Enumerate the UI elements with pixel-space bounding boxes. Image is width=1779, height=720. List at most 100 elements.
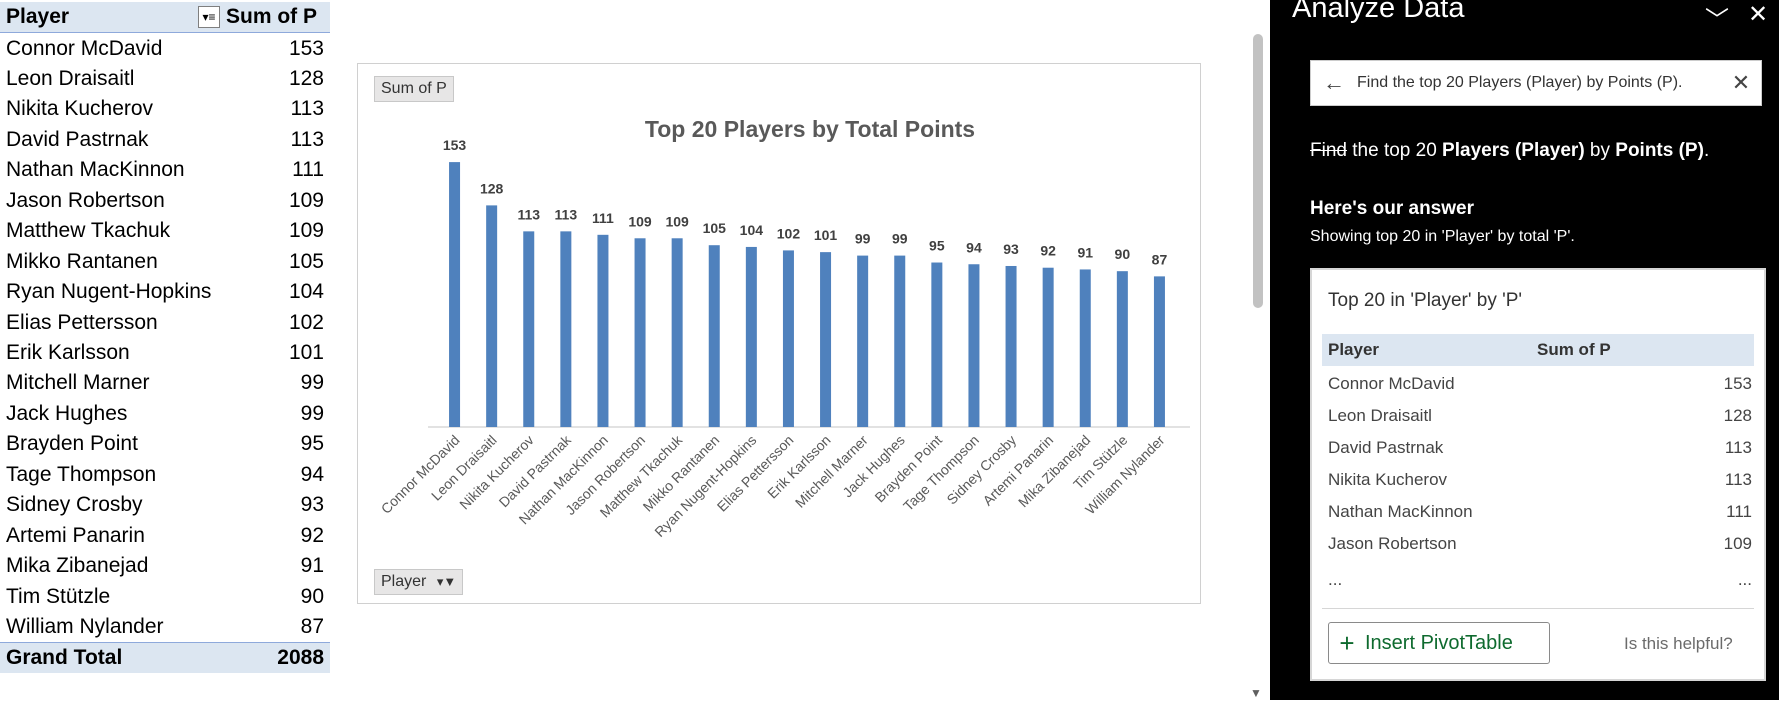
card-table-row: David Pastrnak 113 [1322, 432, 1754, 464]
pivot-row-value[interactable]: 101 [288, 341, 324, 364]
pivot-row-player[interactable]: David Pastrnak [6, 127, 149, 151]
pivot-row-value[interactable]: 87 [300, 615, 324, 639]
is-this-helpful-link[interactable]: Is this helpful? [1624, 634, 1733, 653]
pivot-row-value[interactable]: 92 [300, 523, 324, 547]
chart-bar [1116, 271, 1128, 427]
clear-icon[interactable]: ✕ [1731, 70, 1751, 95]
back-arrow-icon[interactable]: ← [1323, 70, 1345, 95]
pivot-row-player[interactable]: Artemi Panarin [6, 523, 145, 547]
pivot-row-value[interactable]: 94 [300, 462, 324, 486]
pivot-row-value[interactable]: 91 [300, 554, 324, 578]
pivot-row-player[interactable]: Elias Pettersson [6, 310, 158, 334]
pivot-row: Erik Karlsson 101 [0, 338, 330, 369]
vertical-scrollbar[interactable]: ▼ [1245, 0, 1270, 700]
card-col-player: Player [1328, 340, 1380, 359]
analyze-data-pane: Analyze Data ﹀ ✕ ← Find the top 20 Playe… [1270, 0, 1779, 700]
pivot-row-value[interactable]: 90 [300, 584, 324, 608]
pivot-row-value[interactable]: 93 [300, 493, 324, 517]
pivot-table: Player ▾≡ Sum of P Connor McDavid 153 Leon… [0, 0, 330, 700]
pivot-row-player[interactable]: Jason Robertson [6, 188, 165, 212]
pivot-row-player[interactable]: Nikita Kucherov [6, 97, 154, 121]
pivot-header-player[interactable]: Player [6, 5, 70, 28]
scrollbar-thumb[interactable] [1253, 34, 1263, 308]
pivot-row-value[interactable]: 109 [288, 188, 324, 212]
bar-data-label: 128 [480, 180, 504, 196]
plus-icon: + [1339, 627, 1355, 658]
card-table-row: Nathan MacKinnon 111 [1322, 496, 1754, 528]
bar-data-label: 87 [1152, 251, 1168, 267]
pivot-row-player[interactable]: Tim Stützle [6, 584, 111, 608]
chart-bar [931, 262, 943, 427]
pivot-row-player[interactable]: Connor McDavid [6, 36, 163, 60]
pivot-row-player[interactable]: Jack Hughes [6, 401, 128, 425]
pivot-row-value[interactable]: 113 [290, 127, 324, 151]
pivot-row-value[interactable]: 109 [288, 219, 324, 243]
chart-bar [671, 238, 683, 427]
card-divider [1322, 608, 1754, 609]
pivot-row-value[interactable]: 153 [288, 36, 324, 60]
sum-field-button[interactable]: Sum of P [374, 76, 454, 102]
pivot-row-player[interactable]: Mika Zibanejad [6, 554, 149, 578]
ellipsis-right: ... [1737, 570, 1752, 589]
pivot-row-player[interactable]: Tage Thompson [6, 462, 157, 486]
chart-bar [782, 250, 794, 427]
bar-data-label: 93 [1003, 241, 1019, 257]
pivot-row-value[interactable]: 95 [300, 432, 324, 456]
card-row-value: 128 [1723, 406, 1752, 425]
pivot-row-player[interactable]: Leon Draisaitl [6, 66, 135, 90]
pivot-row-player[interactable]: Brayden Point [6, 432, 138, 456]
card-table-row: Connor McDavid 153 [1322, 368, 1754, 400]
chart-bar [1005, 265, 1017, 427]
bar-data-label: 101 [814, 227, 838, 243]
grand-total-label[interactable]: Grand Total [6, 646, 123, 669]
card-title: Top 20 in 'Player' by 'P' [1328, 290, 1523, 311]
pivot-chart[interactable]: Top 20 Players by Total Points 153 Connor … [357, 63, 1201, 604]
pivot-row-value[interactable]: 128 [288, 66, 324, 90]
explain-part2: by [1584, 140, 1616, 161]
card-row-value: 111 [1726, 502, 1752, 521]
bar-data-label: 91 [1077, 244, 1093, 260]
pivot-row-value[interactable]: 105 [288, 249, 324, 273]
pivot-row-value[interactable]: 111 [292, 158, 324, 182]
chart-bar [597, 234, 609, 427]
chart-bar [968, 264, 980, 427]
player-field-label: Player [381, 573, 427, 590]
pivot-row-player[interactable]: Erik Karlsson [6, 341, 130, 364]
pivot-row-player[interactable]: Ryan Nugent-Hopkins [6, 280, 212, 304]
card-row-player: Jason Robertson [1328, 534, 1457, 553]
pivot-row: Jason Robertson 109 [0, 185, 330, 216]
pivot-header-sum[interactable]: Sum of P [226, 5, 318, 28]
pivot-row-player[interactable]: Sidney Crosby [6, 493, 143, 517]
close-icon[interactable]: ✕ [1748, 1, 1769, 28]
pivot-row-value[interactable]: 99 [300, 401, 324, 425]
player-field-button[interactable]: Player ▾▼ [374, 569, 464, 595]
pivot-row-player[interactable]: Nathan MacKinnon [6, 158, 185, 182]
query-text[interactable]: Find the top 20 Players (Player) by Poin… [1357, 74, 1683, 91]
pivot-row: Ryan Nugent-Hopkins 104 [0, 277, 330, 308]
pivot-row-value[interactable]: 113 [290, 97, 324, 121]
card-row-player: Nikita Kucherov [1328, 470, 1448, 489]
pivot-row-player[interactable]: Matthew Tkachuk [6, 219, 171, 243]
pivot-row-value[interactable]: 99 [300, 371, 324, 395]
bar-data-label: 95 [929, 238, 945, 254]
scroll-down-icon[interactable]: ▼ [1250, 686, 1262, 700]
answer-heading: Here's our answer [1310, 198, 1474, 219]
pivot-row-player[interactable]: Mikko Rantanen [6, 249, 158, 273]
card-row-player: Nathan MacKinnon [1328, 502, 1473, 521]
chevron-down-icon[interactable]: ﹀ [1705, 7, 1729, 34]
query-input[interactable]: ← Find the top 20 Players (Player) by Po… [1310, 60, 1762, 106]
pivot-row-player[interactable]: Mitchell Marner [6, 371, 150, 395]
grand-total-value[interactable]: 2088 [277, 646, 324, 669]
pivot-row: David Pastrnak 113 [0, 124, 330, 155]
answer-card[interactable]: Top 20 in 'Player' by 'P' Player Sum of … [1310, 268, 1766, 681]
insert-pivottable-button[interactable]: + Insert PivotTable [1328, 622, 1550, 664]
pivot-row-value[interactable]: 104 [288, 280, 324, 304]
pivot-row-value[interactable]: 102 [288, 310, 324, 334]
bar-data-label: 109 [665, 213, 689, 229]
filter-sort-icon[interactable]: ▾≡ [198, 6, 220, 28]
pivot-row-player[interactable]: William Nylander [6, 615, 164, 639]
pivot-header-row: Player ▾≡ Sum of P [0, 2, 330, 33]
bar-data-label: 153 [443, 137, 467, 153]
chart-bar [745, 246, 757, 427]
card-row-value: 109 [1723, 534, 1752, 553]
